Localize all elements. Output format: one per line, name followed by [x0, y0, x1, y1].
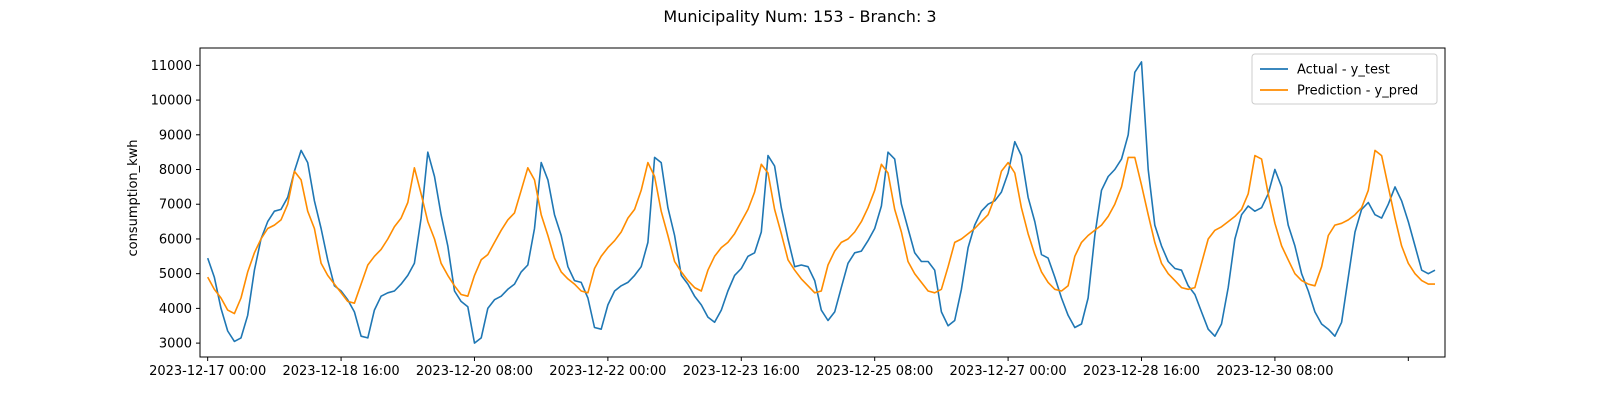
x-tick-label: 2023-12-22 00:00 [549, 364, 666, 379]
y-tick-label: 3000 [159, 337, 192, 352]
x-tick-label: 2023-12-27 00:00 [950, 364, 1067, 379]
legend-label: Actual - y_test [1297, 63, 1390, 78]
x-tick-label: 2023-12-23 16:00 [683, 364, 800, 379]
series-line-prediction [206, 149, 1435, 315]
x-tick-label: 2023-12-28 16:00 [1083, 364, 1200, 379]
y-tick-label: 5000 [159, 267, 192, 282]
series-line-actual [206, 61, 1436, 344]
x-tick-label: 2023-12-17 00:00 [149, 364, 266, 379]
y-tick-label: 8000 [159, 163, 192, 178]
x-tick-label: 2023-12-30 08:00 [1216, 364, 1333, 379]
y-tick-label: 10000 [151, 94, 192, 109]
plot-frame [199, 47, 1446, 358]
legend-label: Prediction - y_pred [1297, 84, 1418, 99]
x-tick-label: 2023-12-18 16:00 [282, 364, 399, 379]
y-tick-label: 4000 [159, 302, 192, 317]
y-tick-label: 7000 [159, 198, 192, 213]
y-tick-label: 11000 [151, 59, 192, 74]
plot-area [199, 47, 1446, 358]
chart-title: Municipality Num: 153 - Branch: 3 [663, 7, 936, 26]
y-tick-label: 6000 [159, 232, 192, 247]
x-axis: 2023-12-17 00:00 2023-12-18 16:00 2023-12-… [149, 357, 1409, 379]
legend: Actual - y_test Prediction - y_pred [1251, 53, 1438, 105]
x-tick-label: 2023-12-20 08:00 [416, 364, 533, 379]
y-tick-label: 9000 [159, 128, 192, 143]
y-axis-label: consumption_kwh [126, 139, 141, 256]
legend-box [1251, 53, 1438, 105]
y-axis: 3000 4000 5000 6000 7000 8000 9000 10000 11000 [151, 59, 200, 352]
series-layer [206, 61, 1436, 344]
x-tick-label: 2023-12-25 08:00 [816, 364, 933, 379]
